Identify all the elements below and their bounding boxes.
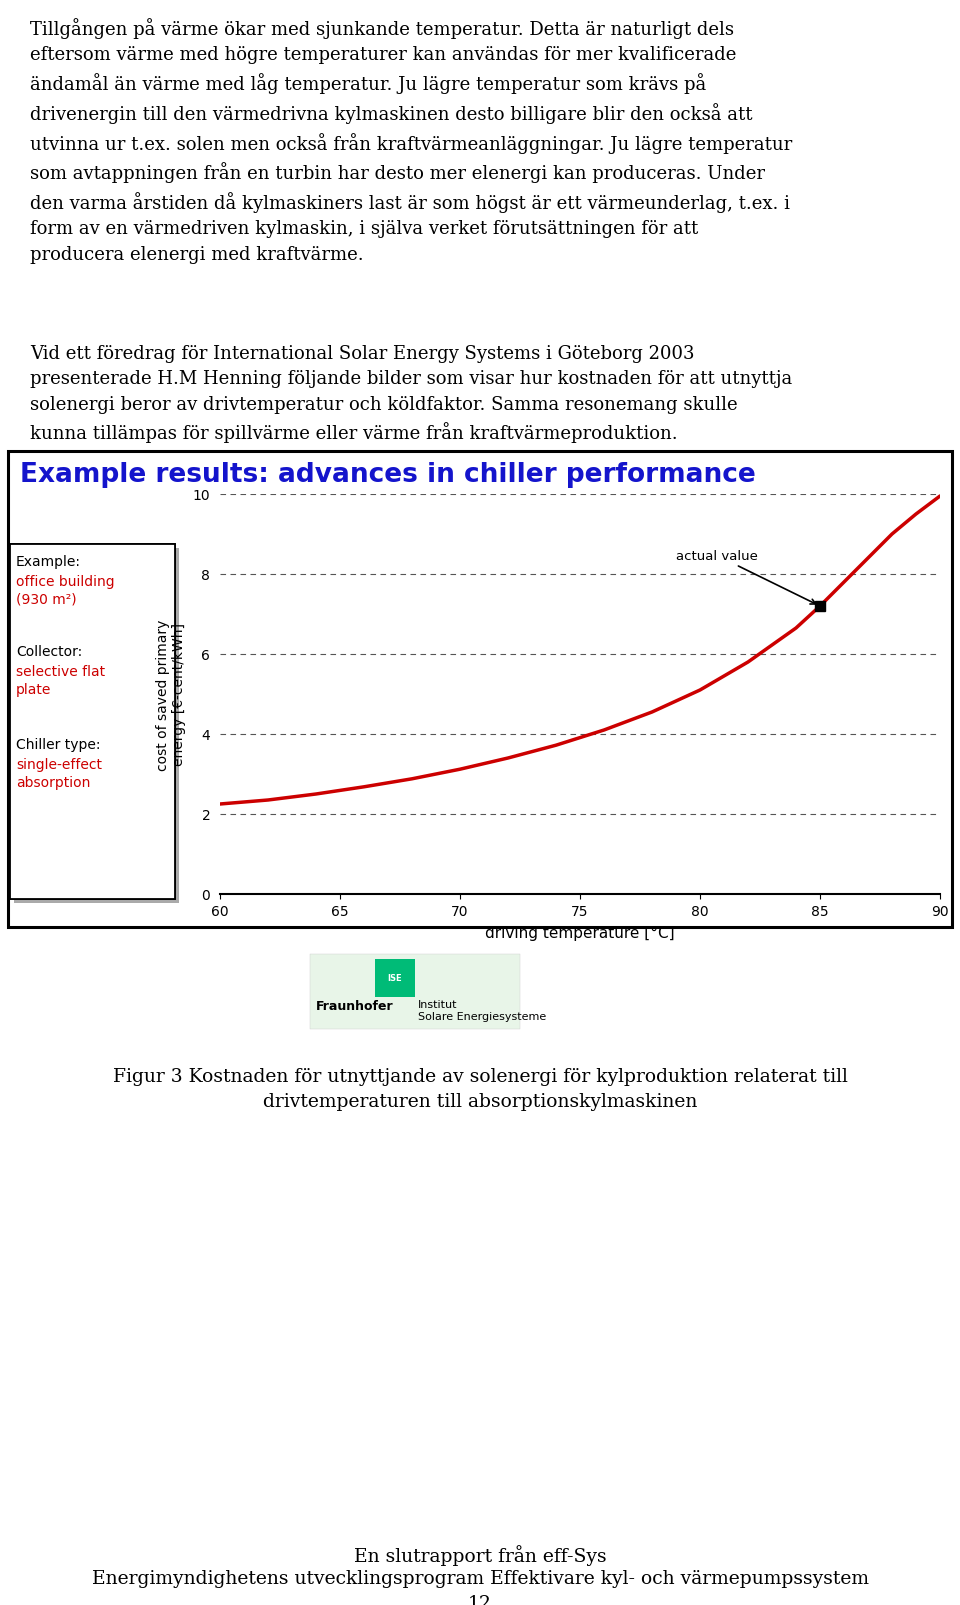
Text: actual value: actual value: [676, 549, 816, 605]
Bar: [8, 451, 952, 928]
Text: selective flat
plate: selective flat plate: [16, 664, 106, 697]
Text: ISE: ISE: [388, 974, 402, 982]
Text: single-effect
absorption: single-effect absorption: [16, 758, 102, 790]
Bar: [14, 549, 179, 904]
Text: office building
(930 m²): office building (930 m²): [16, 575, 114, 607]
X-axis label: driving temperature [°C]: driving temperature [°C]: [485, 924, 675, 941]
Y-axis label: cost of saved primary
energy [€-cent/kWh]: cost of saved primary energy [€-cent/kWh…: [156, 620, 185, 770]
Bar: [310, 955, 520, 1029]
Text: Vid ett föredrag för International Solar Energy Systems i Göteborg 2003
presente: Vid ett föredrag för International Solar…: [30, 345, 792, 443]
Text: Institut
Solare Energiesysteme: Institut Solare Energiesysteme: [418, 1000, 546, 1022]
Text: Collector:: Collector:: [16, 645, 83, 658]
Text: Fraunhofer: Fraunhofer: [316, 1000, 394, 1013]
Text: 12: 12: [468, 1594, 492, 1605]
Text: En slutrapport från eff-Sys: En slutrapport från eff-Sys: [353, 1544, 607, 1565]
Text: Figur 3 Kostnaden för utnyttjande av solenergi för kylproduktion relaterat till
: Figur 3 Kostnaden för utnyttjande av sol…: [112, 1067, 848, 1111]
Text: Tillgången på värme ökar med sjunkande temperatur. Detta är naturligt dels
efter: Tillgången på värme ökar med sjunkande t…: [30, 18, 792, 263]
Text: Energimyndighetens utvecklingsprogram Effektivare kyl- och värmepumpssystem: Energimyndighetens utvecklingsprogram Ef…: [91, 1570, 869, 1587]
Text: Example results: advances in chiller performance: Example results: advances in chiller per…: [20, 462, 756, 488]
Text: Chiller type:: Chiller type:: [16, 738, 101, 751]
Text: Example:: Example:: [16, 555, 81, 568]
Bar: [375, 960, 415, 997]
Bar: [10, 544, 175, 899]
Bar: [10, 544, 175, 899]
